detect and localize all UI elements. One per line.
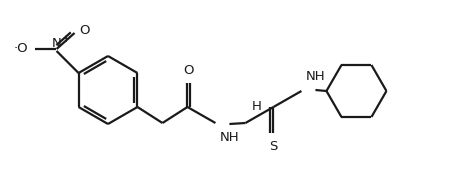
Text: ·O: ·O (14, 42, 28, 56)
Text: NH: NH (305, 70, 325, 83)
Text: O: O (80, 25, 90, 37)
Text: N: N (52, 37, 62, 50)
Text: +: + (62, 34, 70, 44)
Text: H: H (252, 100, 261, 113)
Text: S: S (269, 140, 278, 153)
Text: O: O (183, 64, 194, 77)
Text: NH: NH (219, 131, 239, 144)
